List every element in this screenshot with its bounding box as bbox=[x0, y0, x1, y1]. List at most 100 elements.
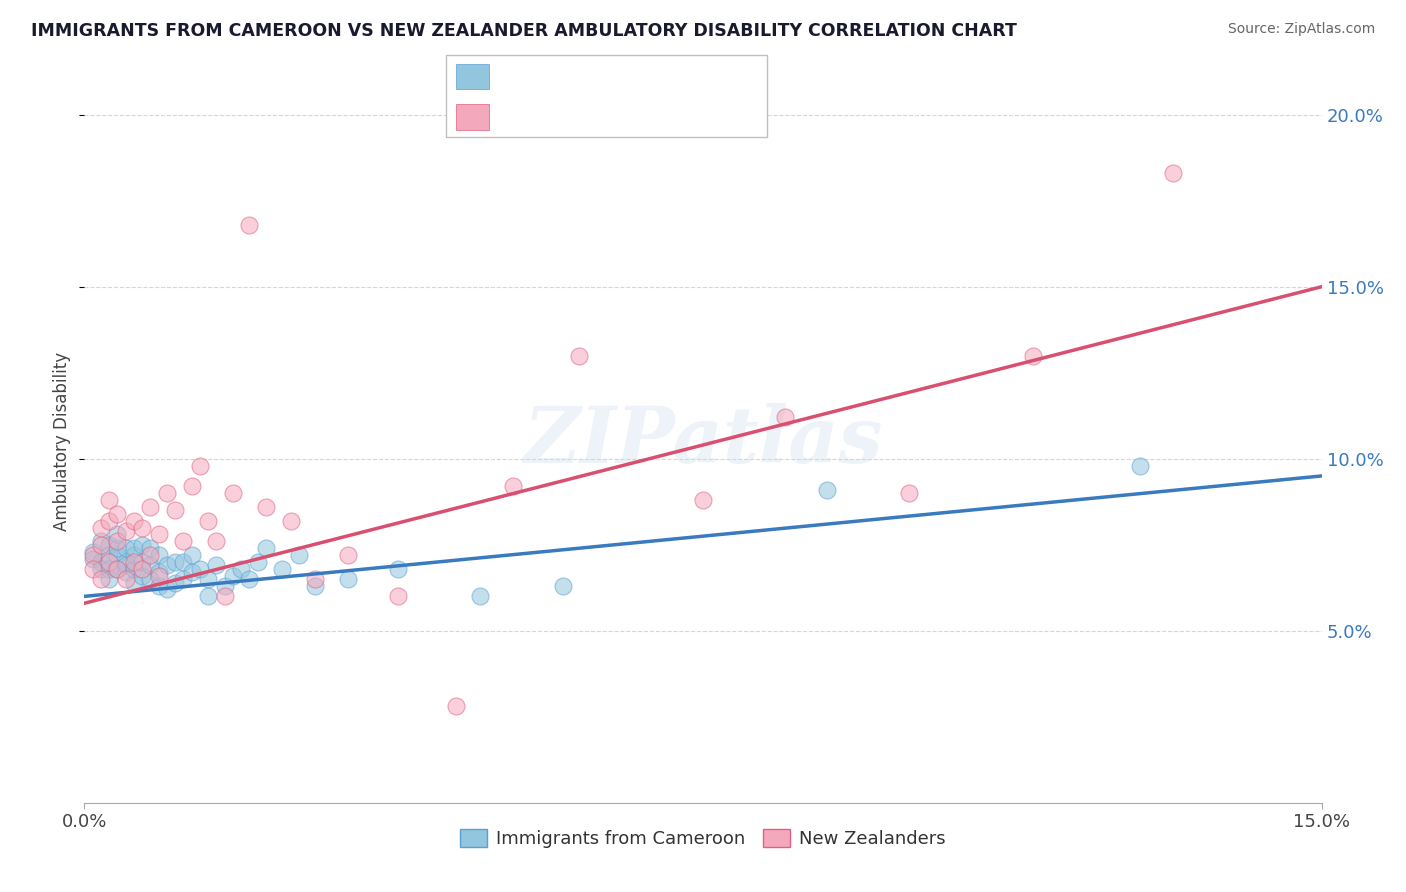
Point bbox=[82, 544, 104, 558]
Point bbox=[304, 572, 326, 586]
Point bbox=[1129, 458, 1152, 473]
Point bbox=[114, 555, 136, 569]
FancyBboxPatch shape bbox=[446, 55, 766, 136]
Text: 0.342: 0.342 bbox=[543, 67, 603, 86]
Text: Source: ZipAtlas.com: Source: ZipAtlas.com bbox=[1227, 22, 1375, 37]
Point bbox=[98, 562, 121, 576]
Point bbox=[387, 590, 409, 604]
Point bbox=[122, 562, 145, 576]
Point bbox=[470, 590, 492, 604]
Point bbox=[139, 558, 162, 573]
Point bbox=[122, 548, 145, 562]
Point bbox=[288, 548, 311, 562]
Point bbox=[90, 572, 112, 586]
Point bbox=[90, 534, 112, 549]
Point bbox=[148, 579, 170, 593]
Point bbox=[229, 562, 252, 576]
Y-axis label: Ambulatory Disability: Ambulatory Disability bbox=[53, 352, 72, 531]
Point bbox=[139, 572, 162, 586]
Text: ZIPatlas: ZIPatlas bbox=[523, 403, 883, 480]
Point bbox=[131, 568, 153, 582]
Point bbox=[337, 572, 360, 586]
Point bbox=[165, 555, 187, 569]
Point bbox=[105, 562, 128, 576]
Point bbox=[114, 558, 136, 573]
Point bbox=[105, 548, 128, 562]
Point bbox=[98, 493, 121, 508]
Point bbox=[82, 548, 104, 562]
Text: R =: R = bbox=[502, 68, 541, 86]
Point bbox=[105, 527, 128, 541]
Point bbox=[98, 514, 121, 528]
Text: 0.514: 0.514 bbox=[543, 107, 603, 126]
FancyBboxPatch shape bbox=[456, 63, 489, 89]
Point bbox=[280, 514, 302, 528]
Point bbox=[197, 590, 219, 604]
Point bbox=[122, 514, 145, 528]
Point bbox=[568, 349, 591, 363]
Point bbox=[139, 541, 162, 556]
Point bbox=[214, 579, 236, 593]
Point bbox=[246, 555, 269, 569]
Point bbox=[172, 534, 194, 549]
Point bbox=[148, 548, 170, 562]
Point bbox=[238, 218, 260, 232]
Point bbox=[197, 514, 219, 528]
Point bbox=[172, 555, 194, 569]
Point bbox=[131, 562, 153, 576]
Point bbox=[165, 575, 187, 590]
Text: 44: 44 bbox=[664, 107, 692, 126]
Point bbox=[775, 410, 797, 425]
Point bbox=[156, 486, 179, 500]
Point bbox=[180, 548, 202, 562]
Point bbox=[114, 541, 136, 556]
Point bbox=[188, 458, 211, 473]
Point bbox=[165, 503, 187, 517]
Point bbox=[254, 541, 277, 556]
Text: N =: N = bbox=[621, 107, 661, 125]
Point bbox=[105, 541, 128, 556]
Point bbox=[898, 486, 921, 500]
Point bbox=[114, 524, 136, 538]
Point bbox=[222, 568, 245, 582]
Point bbox=[114, 572, 136, 586]
Point bbox=[105, 507, 128, 521]
Point bbox=[188, 562, 211, 576]
Point bbox=[551, 579, 574, 593]
Point bbox=[131, 520, 153, 534]
Point bbox=[90, 555, 112, 569]
Point bbox=[692, 493, 714, 508]
Point bbox=[205, 534, 228, 549]
Legend: Immigrants from Cameroon, New Zealanders: Immigrants from Cameroon, New Zealanders bbox=[453, 822, 953, 855]
Point bbox=[214, 590, 236, 604]
Point bbox=[90, 538, 112, 552]
Point bbox=[337, 548, 360, 562]
Point bbox=[82, 551, 104, 566]
Point bbox=[122, 555, 145, 569]
Point bbox=[98, 538, 121, 552]
Point bbox=[122, 541, 145, 556]
Point bbox=[238, 572, 260, 586]
Point bbox=[148, 566, 170, 580]
Point bbox=[122, 575, 145, 590]
Point bbox=[387, 562, 409, 576]
FancyBboxPatch shape bbox=[456, 104, 489, 130]
Text: N =: N = bbox=[621, 68, 661, 86]
Point bbox=[444, 699, 467, 714]
Point bbox=[98, 555, 121, 569]
Text: 57: 57 bbox=[664, 67, 692, 86]
Point bbox=[105, 534, 128, 549]
Point bbox=[114, 566, 136, 580]
Point bbox=[98, 548, 121, 562]
Point bbox=[131, 555, 153, 569]
Text: R =: R = bbox=[502, 107, 541, 125]
Point bbox=[82, 562, 104, 576]
Point bbox=[90, 520, 112, 534]
Text: IMMIGRANTS FROM CAMEROON VS NEW ZEALANDER AMBULATORY DISABILITY CORRELATION CHAR: IMMIGRANTS FROM CAMEROON VS NEW ZEALANDE… bbox=[31, 22, 1017, 40]
Point bbox=[180, 566, 202, 580]
Point bbox=[172, 572, 194, 586]
Point bbox=[1161, 166, 1184, 180]
Point bbox=[205, 558, 228, 573]
Point bbox=[1022, 349, 1045, 363]
Point bbox=[254, 500, 277, 514]
